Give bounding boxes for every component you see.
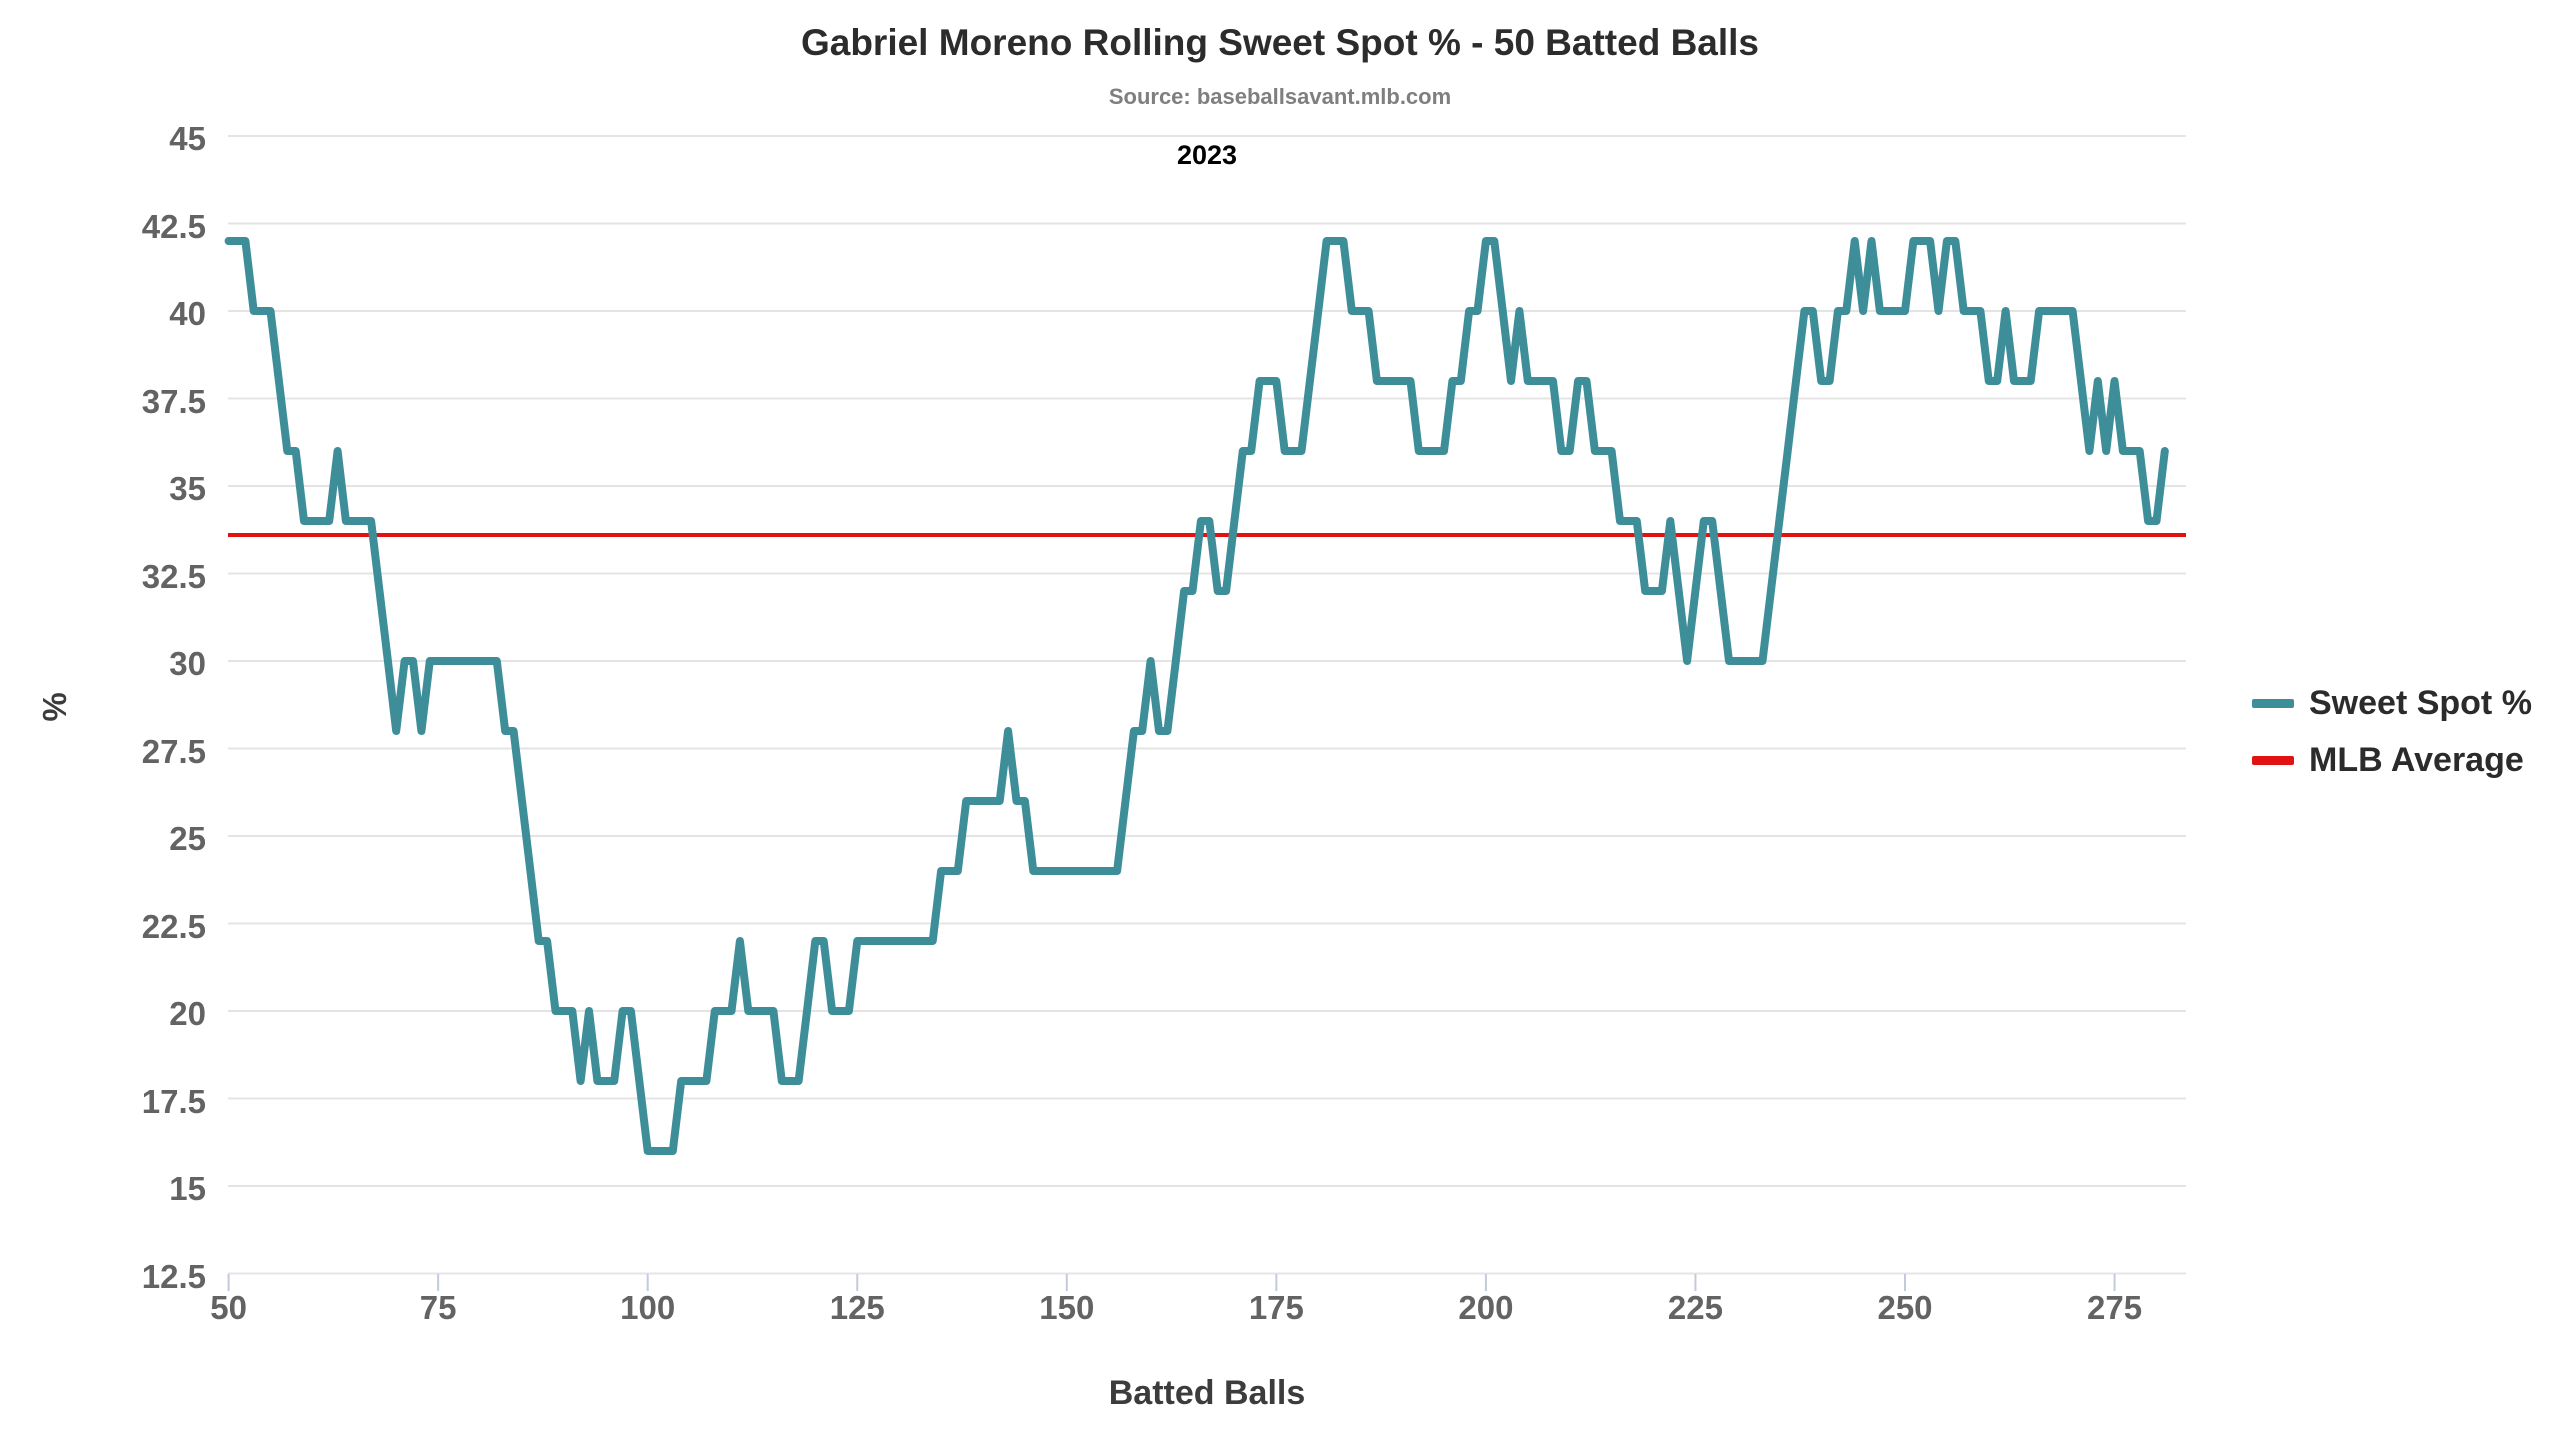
y-tick-label: 15: [169, 1170, 206, 1207]
x-tick-label: 175: [1248, 1289, 1304, 1326]
x-axis-title: Batted Balls: [1108, 1374, 1306, 1412]
legend-item-sweet-spot: Sweet Spot %: [2252, 684, 2532, 723]
sweet-spot-line: [224, 237, 2169, 1155]
legend-label-mlb-average: MLB Average: [2309, 741, 2524, 779]
chart-subtitle: Source: baseballsavant.mlb.com: [1108, 84, 1452, 109]
year-annotation: 2023: [1176, 140, 1238, 170]
x-tick-label: 75: [419, 1289, 457, 1326]
y-tick-label: 45: [169, 120, 206, 157]
y-tick-label: 12.5: [141, 1257, 206, 1295]
x-tick-label: 125: [829, 1289, 885, 1326]
y-tick-label: 22.5: [141, 907, 206, 945]
x-tick-label: 250: [1877, 1289, 1933, 1326]
x-tick-label: 275: [2087, 1289, 2143, 1326]
sweet-spot-line-swatch: [2252, 699, 2294, 708]
y-tick-label: 25: [169, 820, 206, 857]
legend-item-mlb-average: MLB Average: [2252, 741, 2532, 780]
x-tick-label: 225: [1667, 1289, 1723, 1326]
x-tick-label: 200: [1458, 1289, 1514, 1326]
y-tick-label: 40: [169, 295, 206, 332]
y-tick-label: 35: [169, 470, 206, 507]
y-tick-label: 32.5: [141, 557, 206, 595]
y-tick-label: 37.5: [141, 382, 206, 420]
chart-title: Gabriel Moreno Rolling Sweet Spot % - 50…: [800, 22, 1760, 63]
x-tick-label: 150: [1039, 1289, 1095, 1326]
y-tick-label: 30: [169, 645, 206, 682]
mlb-average-line-swatch: [2252, 756, 2294, 765]
y-tick-label: 42.5: [141, 207, 206, 245]
x-tick-label: 100: [620, 1289, 676, 1326]
y-tick-label: 27.5: [141, 732, 206, 770]
legend: Sweet Spot % MLB Average: [2252, 684, 2532, 780]
y-tick-label: 20: [169, 995, 206, 1032]
legend-label-sweet-spot: Sweet Spot %: [2309, 684, 2532, 722]
y-tick-label: 17.5: [141, 1082, 206, 1120]
x-tick-label: 50: [210, 1289, 247, 1326]
